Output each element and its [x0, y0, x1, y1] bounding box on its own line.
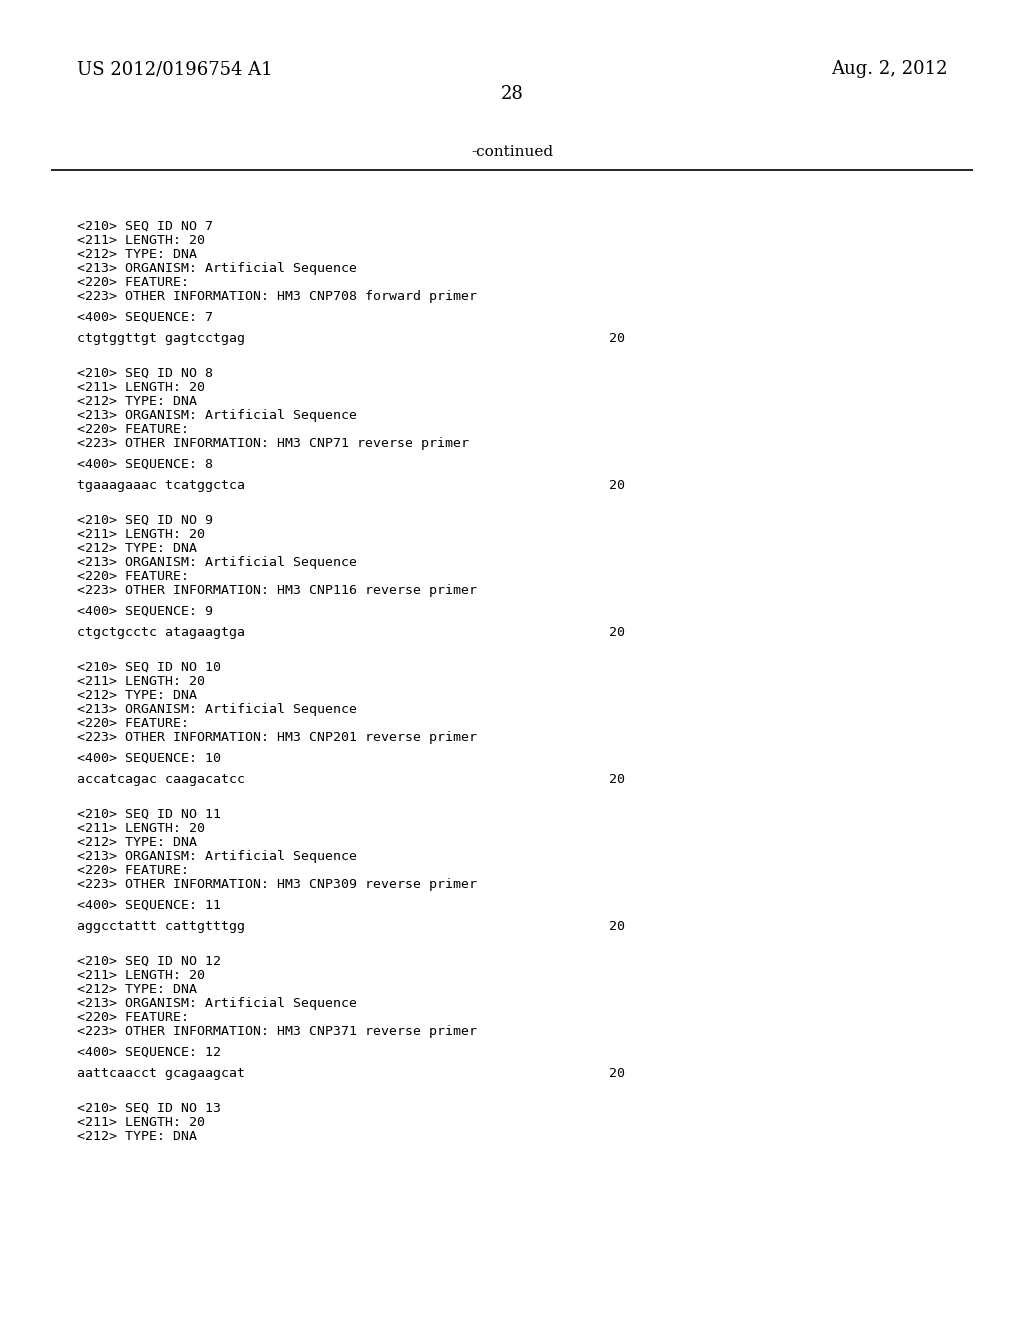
Text: <211> LENGTH: 20: <211> LENGTH: 20	[77, 1115, 205, 1129]
Text: <223> OTHER INFORMATION: HM3 CNP309 reverse primer: <223> OTHER INFORMATION: HM3 CNP309 reve…	[77, 878, 477, 891]
Text: US 2012/0196754 A1: US 2012/0196754 A1	[77, 59, 272, 78]
Text: <212> TYPE: DNA: <212> TYPE: DNA	[77, 395, 197, 408]
Text: 20: 20	[609, 626, 626, 639]
Text: <211> LENGTH: 20: <211> LENGTH: 20	[77, 381, 205, 393]
Text: <213> ORGANISM: Artificial Sequence: <213> ORGANISM: Artificial Sequence	[77, 850, 356, 863]
Text: <212> TYPE: DNA: <212> TYPE: DNA	[77, 983, 197, 997]
Text: <213> ORGANISM: Artificial Sequence: <213> ORGANISM: Artificial Sequence	[77, 704, 356, 715]
Text: Aug. 2, 2012: Aug. 2, 2012	[830, 59, 947, 78]
Text: <400> SEQUENCE: 8: <400> SEQUENCE: 8	[77, 458, 213, 471]
Text: <220> FEATURE:: <220> FEATURE:	[77, 717, 188, 730]
Text: <212> TYPE: DNA: <212> TYPE: DNA	[77, 1130, 197, 1143]
Text: <212> TYPE: DNA: <212> TYPE: DNA	[77, 689, 197, 702]
Text: <223> OTHER INFORMATION: HM3 CNP201 reverse primer: <223> OTHER INFORMATION: HM3 CNP201 reve…	[77, 731, 477, 744]
Text: 20: 20	[609, 333, 626, 345]
Text: <220> FEATURE:: <220> FEATURE:	[77, 422, 188, 436]
Text: <400> SEQUENCE: 12: <400> SEQUENCE: 12	[77, 1045, 221, 1059]
Text: <211> LENGTH: 20: <211> LENGTH: 20	[77, 969, 205, 982]
Text: accatcagac caagacatcc: accatcagac caagacatcc	[77, 774, 245, 785]
Text: <220> FEATURE:: <220> FEATURE:	[77, 865, 188, 876]
Text: <220> FEATURE:: <220> FEATURE:	[77, 276, 188, 289]
Text: <210> SEQ ID NO 12: <210> SEQ ID NO 12	[77, 954, 221, 968]
Text: <213> ORGANISM: Artificial Sequence: <213> ORGANISM: Artificial Sequence	[77, 261, 356, 275]
Text: ctgtggttgt gagtcctgag: ctgtggttgt gagtcctgag	[77, 333, 245, 345]
Text: 28: 28	[501, 84, 523, 103]
Text: 20: 20	[609, 920, 626, 933]
Text: aattcaacct gcagaagcat: aattcaacct gcagaagcat	[77, 1067, 245, 1080]
Text: 20: 20	[609, 1067, 626, 1080]
Text: <220> FEATURE:: <220> FEATURE:	[77, 570, 188, 583]
Text: <211> LENGTH: 20: <211> LENGTH: 20	[77, 822, 205, 836]
Text: <220> FEATURE:: <220> FEATURE:	[77, 1011, 188, 1024]
Text: <212> TYPE: DNA: <212> TYPE: DNA	[77, 543, 197, 554]
Text: tgaaagaaac tcatggctca: tgaaagaaac tcatggctca	[77, 479, 245, 492]
Text: <400> SEQUENCE: 11: <400> SEQUENCE: 11	[77, 899, 221, 912]
Text: ctgctgcctc atagaagtga: ctgctgcctc atagaagtga	[77, 626, 245, 639]
Text: <210> SEQ ID NO 10: <210> SEQ ID NO 10	[77, 661, 221, 675]
Text: <213> ORGANISM: Artificial Sequence: <213> ORGANISM: Artificial Sequence	[77, 556, 356, 569]
Text: <400> SEQUENCE: 9: <400> SEQUENCE: 9	[77, 605, 213, 618]
Text: aggcctattt cattgtttgg: aggcctattt cattgtttgg	[77, 920, 245, 933]
Text: 20: 20	[609, 479, 626, 492]
Text: <213> ORGANISM: Artificial Sequence: <213> ORGANISM: Artificial Sequence	[77, 409, 356, 422]
Text: <223> OTHER INFORMATION: HM3 CNP708 forward primer: <223> OTHER INFORMATION: HM3 CNP708 forw…	[77, 290, 477, 304]
Text: <211> LENGTH: 20: <211> LENGTH: 20	[77, 528, 205, 541]
Text: <210> SEQ ID NO 11: <210> SEQ ID NO 11	[77, 808, 221, 821]
Text: <223> OTHER INFORMATION: HM3 CNP116 reverse primer: <223> OTHER INFORMATION: HM3 CNP116 reve…	[77, 583, 477, 597]
Text: <400> SEQUENCE: 10: <400> SEQUENCE: 10	[77, 752, 221, 766]
Text: <213> ORGANISM: Artificial Sequence: <213> ORGANISM: Artificial Sequence	[77, 997, 356, 1010]
Text: <400> SEQUENCE: 7: <400> SEQUENCE: 7	[77, 312, 213, 323]
Text: <212> TYPE: DNA: <212> TYPE: DNA	[77, 836, 197, 849]
Text: 20: 20	[609, 774, 626, 785]
Text: <211> LENGTH: 20: <211> LENGTH: 20	[77, 675, 205, 688]
Text: <223> OTHER INFORMATION: HM3 CNP371 reverse primer: <223> OTHER INFORMATION: HM3 CNP371 reve…	[77, 1026, 477, 1038]
Text: <212> TYPE: DNA: <212> TYPE: DNA	[77, 248, 197, 261]
Text: <210> SEQ ID NO 7: <210> SEQ ID NO 7	[77, 220, 213, 234]
Text: <210> SEQ ID NO 13: <210> SEQ ID NO 13	[77, 1102, 221, 1115]
Text: <211> LENGTH: 20: <211> LENGTH: 20	[77, 234, 205, 247]
Text: <210> SEQ ID NO 8: <210> SEQ ID NO 8	[77, 367, 213, 380]
Text: <210> SEQ ID NO 9: <210> SEQ ID NO 9	[77, 513, 213, 527]
Text: -continued: -continued	[471, 145, 553, 158]
Text: <223> OTHER INFORMATION: HM3 CNP71 reverse primer: <223> OTHER INFORMATION: HM3 CNP71 rever…	[77, 437, 469, 450]
